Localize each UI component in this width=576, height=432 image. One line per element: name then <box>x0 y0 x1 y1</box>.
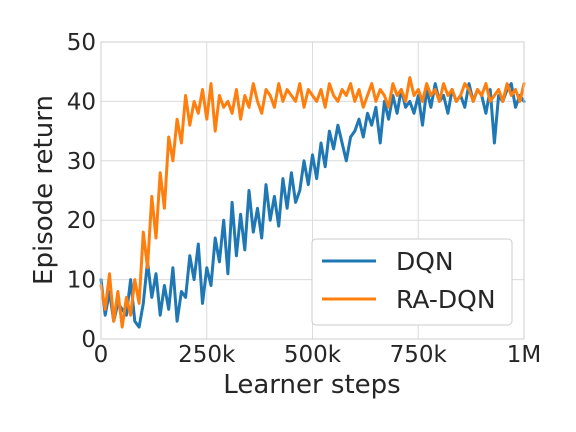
y-tick-label: 40 <box>67 89 96 115</box>
y-tick-label: 10 <box>67 268 96 294</box>
series-line-ra-dqn <box>99 76 526 329</box>
x-tick-label: 250k <box>178 342 236 368</box>
x-axis-label: Learner steps <box>223 370 400 400</box>
y-tick-label: 50 <box>67 30 96 56</box>
x-axis-ticks: 0 250k 500k 750k 1M <box>94 342 542 368</box>
y-tick-label: 0 <box>81 327 96 353</box>
y-tick-label: 20 <box>67 208 96 234</box>
x-tick-label: 0 <box>94 342 109 368</box>
legend-label-ra-dqn: RA-DQN <box>396 285 496 314</box>
series-layer <box>99 76 526 329</box>
legend: DQN RA-DQN <box>311 238 513 326</box>
x-tick-label: 750k <box>390 342 448 368</box>
y-tick-label: 30 <box>67 149 96 175</box>
y-axis-label: Episode return <box>29 95 59 285</box>
x-tick-label: 1M <box>507 342 541 368</box>
y-axis-ticks: 0 10 20 30 40 50 <box>67 30 96 353</box>
legend-label-dqn: DQN <box>396 247 454 276</box>
x-tick-label: 500k <box>284 342 342 368</box>
plot-frame <box>100 41 525 340</box>
